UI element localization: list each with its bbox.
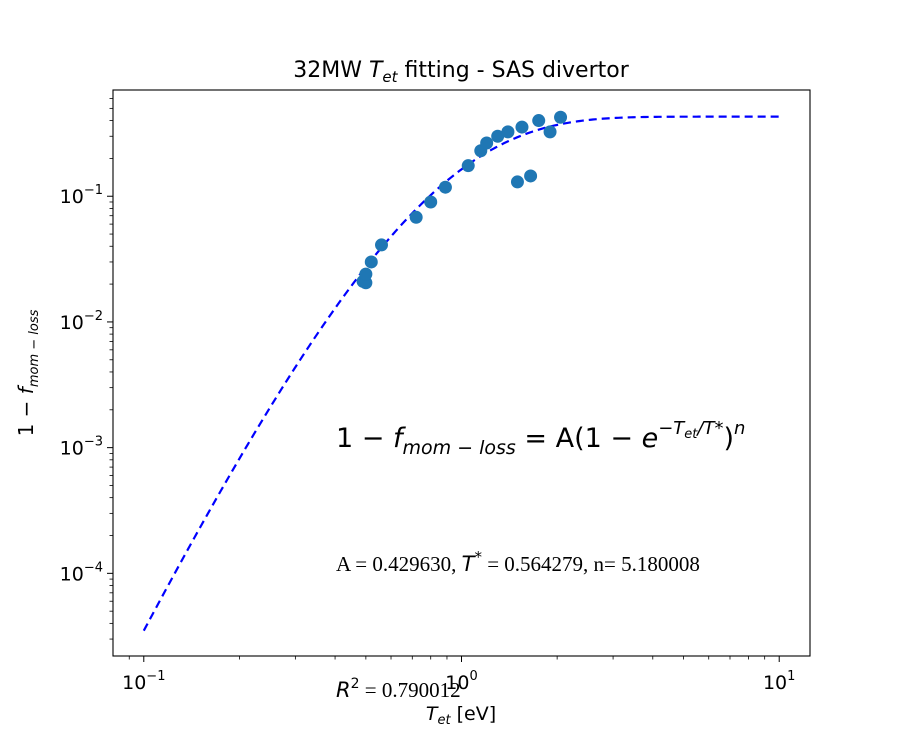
- data-point: [543, 125, 557, 139]
- fit-curve: [142, 115, 780, 632]
- y-axis: 10−4 10−3 10−2 10−1: [60, 98, 113, 640]
- r-squared-annotation: R2 = 0.790012: [336, 676, 461, 702]
- data-points-layer: [356, 110, 568, 290]
- x-axis: 10−1 100 101: [122, 656, 795, 694]
- data-point: [554, 110, 568, 124]
- data-point: [501, 125, 515, 139]
- x-tick-label: 101: [763, 669, 795, 694]
- data-point: [515, 120, 529, 134]
- fit-parameters-annotation: A = 0.429630, T* = 0.564279, n= 5.180008: [336, 548, 700, 576]
- chart-title: 32MW Tet fitting - SAS divertor: [293, 58, 630, 86]
- x-tick-label: 10−1: [122, 669, 165, 694]
- data-point: [510, 175, 524, 189]
- data-point: [524, 169, 538, 183]
- x-axis-label: Tet [eV]: [426, 703, 496, 728]
- data-point: [480, 136, 494, 150]
- data-point: [532, 114, 546, 128]
- data-point: [491, 129, 505, 143]
- data-point: [424, 195, 438, 209]
- data-point: [364, 255, 378, 269]
- y-axis-label: 1 − fmom − loss: [14, 309, 42, 436]
- y-tick-label: 10−2: [60, 309, 103, 334]
- x-tick-label: 100: [445, 669, 477, 694]
- y-tick-label: 10−4: [60, 560, 103, 585]
- data-point: [359, 267, 373, 281]
- data-point: [375, 238, 388, 252]
- data-point: [461, 159, 475, 173]
- y-tick-label: 10−1: [60, 183, 103, 208]
- data-point: [438, 180, 452, 194]
- fit-curve-layer: [142, 115, 780, 632]
- y-tick-label: 10−3: [60, 435, 103, 460]
- data-point: [409, 210, 423, 224]
